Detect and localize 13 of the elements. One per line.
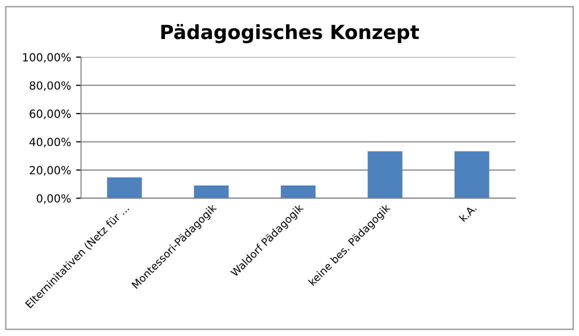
y-tick-label: 20,00% [30,166,71,176]
bar [280,186,316,198]
bar [368,151,402,198]
y-tick-label: 60,00% [30,110,71,120]
y-tick-label: 100,00% [23,53,71,63]
y-tick-label: 80,00% [30,81,71,91]
y-tick-label: 40,00% [30,138,71,148]
y-tick-label: 0,00% [36,194,71,204]
chart-title: Pädagogisches Konzept [161,24,419,44]
bar [107,177,142,198]
bar [194,186,229,198]
x-tick-label: k.A. [458,204,477,222]
bar [454,151,490,198]
